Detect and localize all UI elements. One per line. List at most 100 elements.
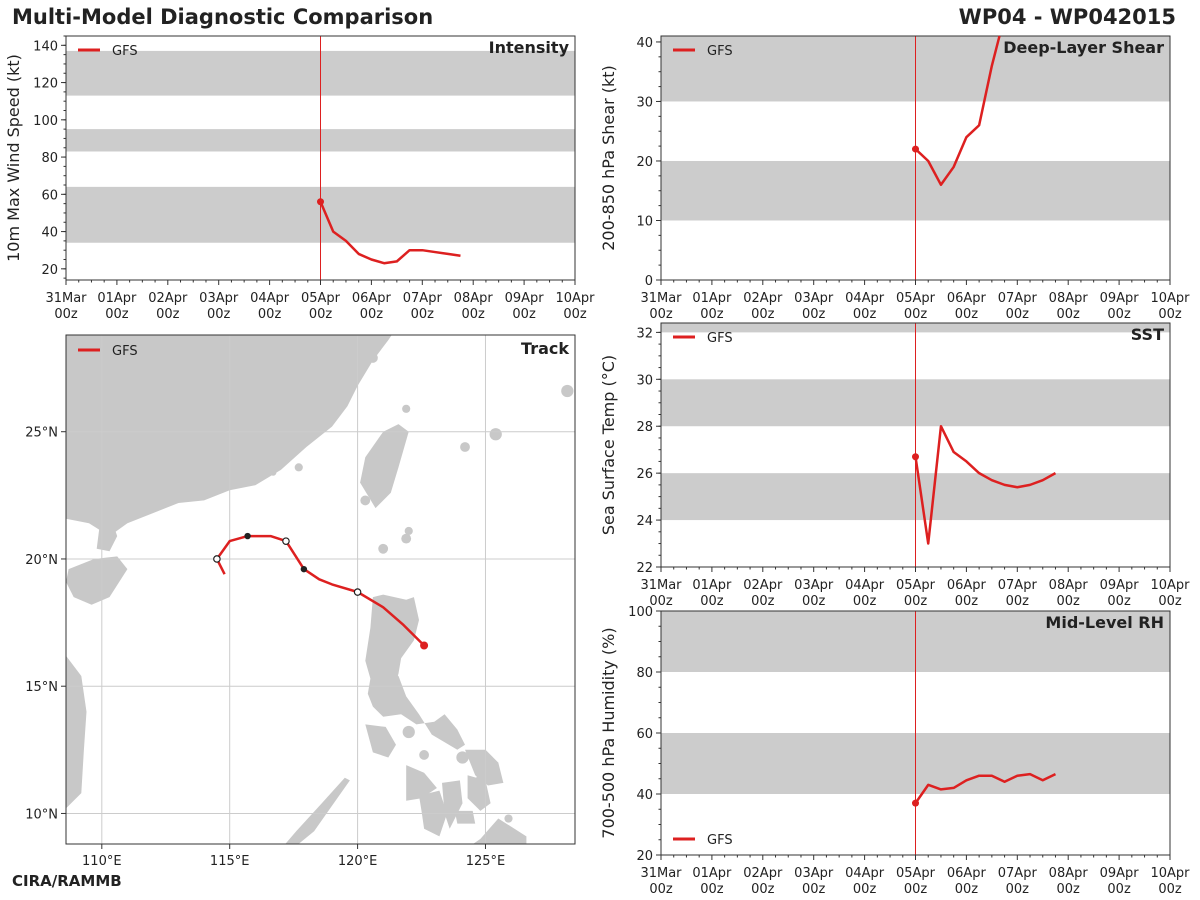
intensity-ytick-label: 20	[41, 263, 58, 278]
track-frame	[65, 334, 576, 845]
shear-ytick-label: 0	[645, 274, 653, 289]
intensity-xtick-label: 08Apr 00z	[454, 291, 494, 322]
shear-xtick-label: 03Apr 00z	[794, 291, 834, 322]
land-leizhou-peninsula	[94, 518, 118, 552]
sst-series-line	[914, 424, 1057, 545]
panel-track: 110°E 115°E 120°E 125°E 10°N 15°N 20°N 25°N Trac…	[25, 334, 576, 869]
land-mindoro	[365, 724, 396, 758]
intensity-ytick-label: 40	[41, 226, 58, 241]
shear-title: Deep-Layer Shear	[1003, 38, 1164, 57]
shear-xtick-label: 09Apr 00z	[1100, 291, 1140, 322]
sst-ytick-label: 24	[636, 514, 653, 529]
intensity-title: Intensity	[489, 38, 570, 57]
shear-xtick-label: 05Apr 00z	[896, 291, 936, 322]
rh-title: Mid-Level RH	[1045, 613, 1164, 632]
land-islet	[402, 404, 411, 413]
sst-ytick-label: 28	[636, 420, 653, 435]
shear-legend-label: GFS	[707, 44, 733, 59]
rh-legend-label: GFS	[707, 833, 733, 848]
land-islet	[504, 814, 513, 823]
intensity-ytick-label: 80	[41, 151, 58, 166]
intensity-ytick-label: 140	[33, 39, 58, 54]
shear-xtick-label: 02Apr 00z	[743, 291, 783, 322]
rh-xtick-label: 05Apr 00z	[896, 866, 936, 897]
rh-xtick-label: 07Apr 00z	[998, 866, 1038, 897]
sst-xtick-label: 06Apr 00z	[947, 578, 987, 609]
sst-series-start-point	[912, 453, 919, 461]
land-islet	[476, 773, 485, 782]
intensity-xtick-label: 06Apr 00z	[352, 291, 392, 322]
sst-legend-label: GFS	[707, 331, 733, 346]
shear-ytick-label: 30	[636, 95, 653, 110]
land-islet	[460, 442, 470, 452]
credit-label: CIRA/RAMMB	[12, 872, 122, 890]
intensity-xtick-label: 03Apr 00z	[199, 291, 239, 322]
rh-series-start-point	[912, 799, 919, 807]
intensity-xtick-label: 04Apr 00z	[250, 291, 290, 322]
land-islet	[384, 633, 393, 642]
sst-xtick-label: 08Apr 00z	[1049, 578, 1089, 609]
sst-xtick-label: 09Apr 00z	[1100, 578, 1140, 609]
land-borneo-north	[255, 844, 275, 852]
land-bohol	[454, 810, 476, 824]
track-marker-open	[282, 537, 290, 545]
panel-sst: 31Mar 00z 01Apr 00z 02Apr 00z 03Apr 00z 04Apr 00z…	[599, 322, 1190, 609]
sst-xtick-label: 02Apr 00z	[743, 578, 783, 609]
land-hainan-island	[66, 556, 128, 605]
land-islet	[360, 495, 371, 506]
intensity-series-line	[319, 201, 461, 265]
rh-ytick-label: 100	[628, 605, 653, 620]
land-islet	[269, 469, 277, 476]
land-islet	[561, 384, 574, 398]
intensity-xtick-label: 31Mar 00z	[45, 291, 87, 322]
shear-xtick-label: 31Mar 00z	[640, 291, 682, 322]
track-land	[66, 335, 574, 852]
land-taiwan-island	[360, 424, 409, 509]
rh-series-line	[914, 772, 1057, 804]
shear-ytick-label: 20	[636, 155, 653, 170]
shear-xtick-label: 01Apr 00z	[692, 291, 732, 322]
shear-ytick-label: 40	[636, 36, 653, 51]
rh-xtick-label: 09Apr 00z	[1100, 866, 1140, 897]
land-islet	[456, 751, 469, 764]
track-xtick-label: 125°E	[466, 854, 506, 869]
sst-xtick-label: 04Apr 00z	[845, 578, 885, 609]
shear-xtick-label: 10Apr 00z	[1150, 291, 1190, 322]
rh-ytick-label: 20	[636, 849, 653, 864]
track-legend-label: GFS	[112, 344, 138, 359]
sst-xtick-label: 05Apr 00z	[896, 578, 936, 609]
shear-ylabel: 200-850 hPa Shear (kt)	[599, 65, 618, 251]
intensity-xtick-label: 09Apr 00z	[505, 291, 545, 322]
panel-shear: 31Mar 00z 01Apr 00z 02Apr 00z 03Apr 00z 04Apr 00z…	[599, 35, 1190, 322]
land-islet	[404, 526, 413, 536]
track-marker-open	[353, 588, 362, 596]
land-islet	[294, 463, 303, 472]
land-islet	[489, 428, 502, 441]
shear-xtick-label: 04Apr 00z	[845, 291, 885, 322]
land-islet	[378, 543, 389, 554]
track-marker-open	[213, 555, 221, 563]
shear-xtick-label: 06Apr 00z	[947, 291, 987, 322]
intensity-xtick-label: 07Apr 00z	[403, 291, 443, 322]
land-luzon-south	[365, 660, 465, 750]
shear-ytick-label: 10	[636, 214, 653, 229]
shear-series-start-point	[912, 145, 919, 153]
track-ytick-label: 25°N	[25, 426, 58, 441]
land-islet	[368, 352, 378, 363]
track-ytick-label: 20°N	[25, 553, 58, 568]
sst-ytick-label: 26	[636, 467, 653, 482]
track-marker-filled	[300, 565, 308, 573]
intensity-ytick-label: 100	[33, 114, 58, 129]
intensity-xtick-label: 10Apr 00z	[555, 291, 595, 322]
land-west-coast-strip	[66, 655, 87, 809]
land-leyte	[467, 775, 491, 811]
sst-title: SST	[1131, 325, 1164, 344]
page-title: Multi-Model Diagnostic Comparison	[12, 5, 434, 29]
panel-intensity: 31Mar 00z 01Apr 00z 02Apr 00z 03Apr 00z 04Apr 00z…	[4, 35, 595, 322]
sst-xtick-label: 01Apr 00z	[692, 578, 732, 609]
rh-xtick-label: 01Apr 00z	[692, 866, 732, 897]
sst-ytick-label: 30	[636, 373, 653, 388]
rh-xtick-label: 04Apr 00z	[845, 866, 885, 897]
rh-ytick-label: 40	[636, 788, 653, 803]
